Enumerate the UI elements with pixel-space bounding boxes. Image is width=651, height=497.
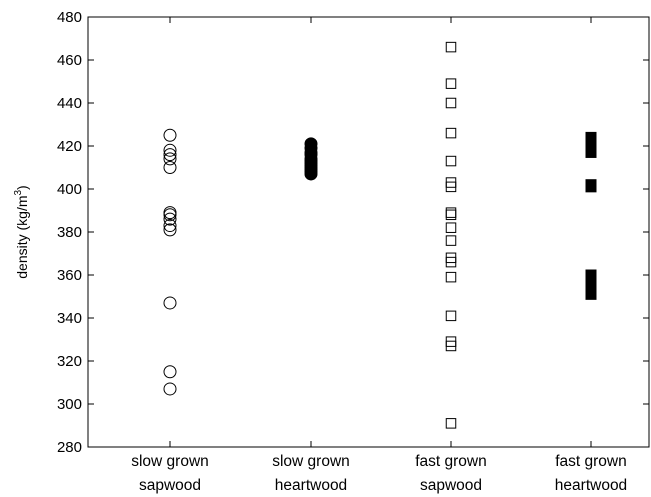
y-tick-label: 280 — [57, 439, 82, 456]
filled-circle-point — [304, 167, 318, 181]
open-circle-point — [163, 128, 177, 142]
open-circle-point — [163, 152, 177, 166]
x-category-label-line1: fast grown — [415, 453, 487, 470]
x-category-label-line1: slow grown — [131, 453, 209, 470]
open-square-point — [445, 222, 457, 233]
filled-square-point — [585, 181, 597, 193]
y-tick-label: 400 — [57, 181, 82, 198]
open-square-point — [445, 97, 457, 109]
y-axis-ticks: 280 300 320 340 360 380 400 420 440 460 480 — [57, 9, 649, 456]
open-square-point — [445, 256, 457, 268]
open-square-point — [445, 271, 457, 283]
x-category-label-line2: sapwood — [420, 477, 482, 494]
x-category-label-line2: sapwood — [139, 477, 201, 494]
open-circle-point — [163, 365, 177, 379]
open-square-point — [445, 235, 457, 246]
x-category-label-line2: heartwood — [275, 477, 347, 494]
y-tick-label: 340 — [57, 310, 82, 327]
open-square-point — [445, 209, 457, 221]
y-tick-label: 480 — [57, 9, 82, 26]
x-category-label-line1: slow grown — [272, 453, 350, 470]
y-tick-label: 460 — [57, 52, 82, 69]
open-square-point — [445, 310, 457, 322]
open-circle-point — [163, 208, 177, 222]
open-circle-point — [163, 219, 177, 233]
open-square-point — [445, 127, 457, 139]
y-tick-label: 360 — [57, 267, 82, 284]
open-square-point — [445, 418, 457, 429]
open-square-point — [445, 207, 457, 218]
open-circle-point — [163, 382, 177, 396]
open-circle-point — [163, 148, 177, 162]
open-square-point — [445, 340, 457, 352]
x-category-label-line2: heartwood — [555, 477, 627, 494]
plot-frame — [87, 16, 650, 448]
open-square-point — [445, 155, 457, 167]
open-circle-point — [163, 296, 177, 310]
y-tick-label: 320 — [57, 353, 82, 370]
open-square-point — [445, 78, 457, 89]
open-square-point — [445, 181, 457, 193]
x-axis-ticks: slow grown sapwood slow grown heartwood fast… — [131, 17, 627, 494]
open-circle-point — [163, 212, 177, 226]
filled-square-point — [585, 146, 597, 158]
data-points — [163, 41, 597, 429]
y-tick-label: 420 — [57, 138, 82, 155]
open-circle-point — [163, 143, 177, 157]
y-axis-label: density (kg/m3) — [13, 185, 30, 278]
y-tick-label: 380 — [57, 224, 82, 241]
x-category-label-line1: fast grown — [555, 453, 627, 470]
y-tick-label: 300 — [57, 396, 82, 413]
filled-square-point — [585, 288, 597, 300]
y-tick-label: 440 — [57, 95, 82, 112]
open-circle-point — [163, 161, 177, 174]
open-circle-point — [163, 223, 177, 237]
open-square-point — [445, 41, 457, 53]
filled-square-point — [585, 278, 597, 290]
